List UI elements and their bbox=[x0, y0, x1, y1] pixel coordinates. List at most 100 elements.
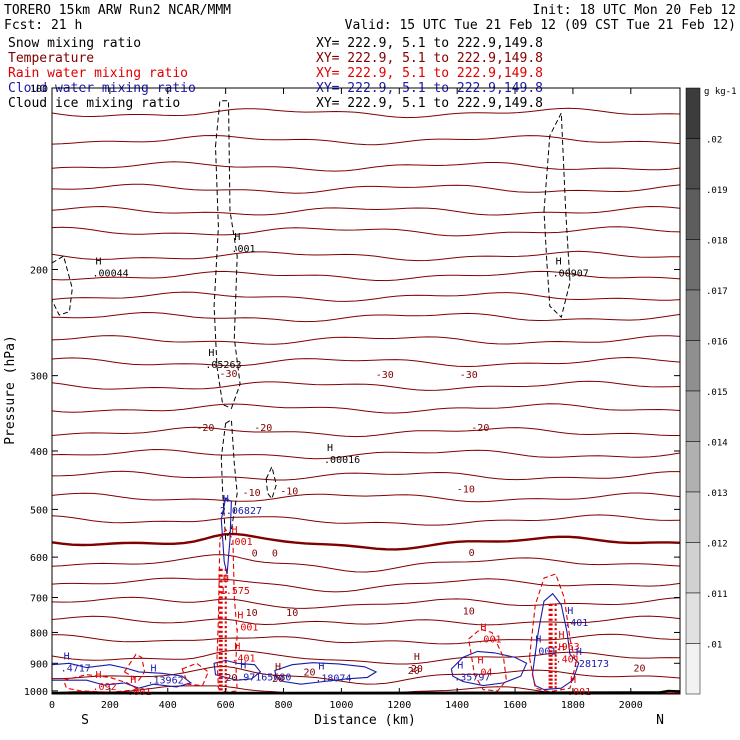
cloud-water-contour bbox=[51, 662, 193, 689]
colorbar-segment bbox=[685, 87, 701, 139]
isotherm-label: -20 bbox=[471, 423, 489, 434]
legend-label: Cloud ice mixing ratio bbox=[8, 96, 180, 111]
isotherm-label: 0 bbox=[272, 549, 278, 560]
y-tick-label: 300 bbox=[30, 372, 48, 383]
y-tick-label: 500 bbox=[30, 505, 48, 516]
extremum-label: .97165680 bbox=[237, 672, 291, 683]
x-tick-label: 800 bbox=[274, 700, 292, 711]
legend-xy: XY= 222.9, 5.1 to 222.9,149.8 bbox=[316, 51, 543, 66]
snow-contour bbox=[220, 418, 238, 541]
snow-contour bbox=[213, 100, 241, 410]
isotherm-label: 10 bbox=[463, 606, 475, 617]
extremum-marker-H: H bbox=[567, 606, 573, 617]
x-tick-label: 1400 bbox=[445, 700, 469, 711]
colorbar: .02 .019 .018 .017 .016 .015 .014 .013 .012 .011.… bbox=[685, 87, 728, 695]
extremum-label: .00044 bbox=[93, 268, 129, 279]
extremum-label: .401 bbox=[564, 618, 588, 629]
init-time: Init: 18 UTC Mon 20 Feb 12 bbox=[533, 3, 737, 18]
extremum-label: .00016 bbox=[324, 455, 360, 466]
isotherm-label: -30 bbox=[460, 370, 478, 381]
rain-contour bbox=[62, 674, 141, 693]
direction-label-north: N bbox=[656, 713, 664, 728]
x-tick-label: 1600 bbox=[503, 700, 527, 711]
colorbar-segment bbox=[685, 441, 701, 493]
x-tick-label: 400 bbox=[159, 700, 177, 711]
colorbar-tick-label: .019 bbox=[706, 186, 728, 196]
isotherm-label: -30 bbox=[376, 370, 394, 381]
model-title: TORERO 15km ARW Run2 NCAR/MMM bbox=[4, 3, 231, 18]
extremum-marker-H: H bbox=[559, 630, 565, 641]
colorbar-segment bbox=[685, 542, 701, 594]
isotherm-line bbox=[51, 554, 681, 573]
isotherm-line bbox=[51, 107, 681, 119]
colorbar-tick-label: .01 bbox=[706, 641, 722, 651]
isotherm-line bbox=[51, 270, 681, 282]
colorbar-tick-label: .013 bbox=[706, 489, 728, 499]
colorbar-tick-label: .016 bbox=[706, 338, 728, 348]
extremum-label: .001 bbox=[234, 622, 258, 633]
isotherm-line bbox=[51, 250, 680, 262]
isotherm-line bbox=[51, 514, 681, 526]
extremum-marker-H: H bbox=[232, 525, 238, 536]
extremum-marker-H: H bbox=[556, 256, 562, 267]
isotherm-line bbox=[51, 596, 681, 609]
extremum-label: .092 bbox=[93, 682, 117, 693]
extremum-marker-H: H bbox=[318, 661, 324, 672]
isotherm-label: 20 bbox=[633, 664, 645, 675]
extremum-label: .001 bbox=[532, 646, 556, 657]
extremum-label: .35797 bbox=[454, 672, 490, 683]
extremum-marker-H: H bbox=[234, 232, 240, 243]
cloud-water-contour bbox=[274, 662, 378, 685]
colorbar-segment bbox=[685, 289, 701, 341]
extremum-label: .001 bbox=[477, 635, 501, 646]
extremum-label: 20 bbox=[272, 674, 284, 685]
rain-contour bbox=[181, 662, 209, 687]
isotherm-line bbox=[51, 134, 681, 146]
isotherm-label: 0 bbox=[469, 548, 475, 559]
cloud-water-contours bbox=[51, 497, 580, 691]
extremum-marker-H: H bbox=[570, 675, 576, 686]
extremum-marker-H: H bbox=[64, 651, 70, 662]
cloud-water-contour bbox=[213, 659, 262, 681]
y-tick-label: 700 bbox=[30, 593, 48, 604]
colorbar-segment bbox=[685, 138, 701, 190]
extremum-label: .04 bbox=[475, 667, 493, 678]
extremum-marker-H: H bbox=[478, 655, 484, 666]
x-tick-label: 1200 bbox=[387, 700, 411, 711]
extremum-marker-H: H bbox=[223, 574, 229, 585]
y-tick-label: 1000 bbox=[24, 687, 48, 698]
temperature-contours bbox=[51, 107, 681, 694]
extremum-label: .18074 bbox=[315, 673, 351, 684]
legend-xy: XY= 222.9, 5.1 to 222.9,149.8 bbox=[316, 96, 543, 111]
y-tick-label: 600 bbox=[30, 553, 48, 564]
isotherm-line bbox=[51, 183, 681, 194]
x-tick-label: 200 bbox=[101, 700, 119, 711]
legend-label: Temperature bbox=[8, 51, 94, 66]
extremum-label: .4717 bbox=[61, 663, 91, 674]
extremum-label: .001 bbox=[127, 687, 151, 698]
colorbar-segment bbox=[685, 643, 701, 695]
extremum-marker-H: H bbox=[327, 443, 333, 454]
colorbar-tick-label: .018 bbox=[706, 237, 728, 247]
y-tick-label: 100 bbox=[30, 84, 48, 95]
extremum-label: .28173 bbox=[573, 659, 609, 670]
rain-contour bbox=[123, 653, 146, 681]
legend-xy: XY= 222.9, 5.1 to 222.9,149.8 bbox=[316, 66, 543, 81]
extremum-label: .13962 bbox=[148, 676, 184, 687]
extremum-marker-H: H bbox=[576, 647, 582, 658]
extremum-marker-H: H bbox=[208, 348, 214, 359]
colorbar-tick-label: .012 bbox=[706, 540, 728, 550]
isotherm-line bbox=[51, 649, 681, 665]
direction-label-south: S bbox=[81, 713, 89, 728]
rain-contour bbox=[528, 573, 577, 693]
extremum-label: .05263 bbox=[205, 360, 241, 371]
colorbar-tick-label: .017 bbox=[706, 287, 728, 297]
extremum-label: .00907 bbox=[553, 268, 589, 279]
isotherm-label: 10 bbox=[246, 608, 258, 619]
extremum-marker-H: H bbox=[234, 641, 240, 652]
legend-label: Snow mixing ratio bbox=[8, 36, 141, 51]
isotherm-line bbox=[51, 448, 681, 460]
plot-frame bbox=[51, 87, 681, 695]
y-axis-title: Pressure (hPa) bbox=[3, 335, 18, 445]
x-axis-title: Distance (km) bbox=[314, 713, 416, 728]
